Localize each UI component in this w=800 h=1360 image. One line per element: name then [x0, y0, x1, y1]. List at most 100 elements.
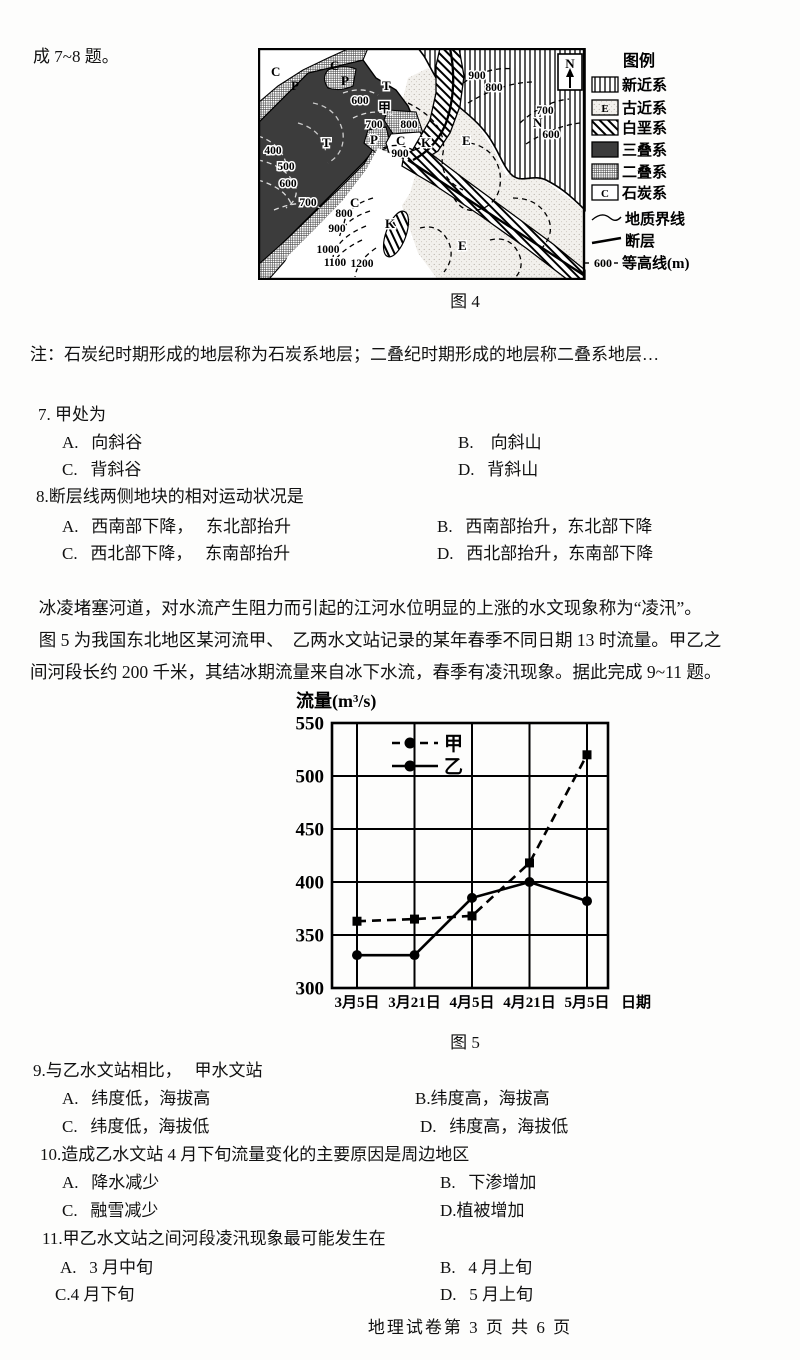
svg-text:乙: 乙 — [444, 757, 463, 778]
map-label-C: C — [330, 58, 339, 73]
option-11D: D. 5 月上旬 — [440, 1285, 534, 1304]
legend-item-geo-boundary: 地质界线 — [591, 210, 685, 228]
fault-lines — [407, 48, 586, 277]
contour-label: 1100 — [324, 257, 347, 269]
question-9-stem: 9.与乙水文站相比， 甲水文站 — [33, 1061, 263, 1080]
contour-label: 400 — [264, 145, 282, 157]
option-8B: B. 西南部抬升，东北部下降 — [437, 517, 653, 536]
svg-text:地质界线: 地质界线 — [625, 210, 685, 228]
chart-series-yi — [352, 877, 592, 961]
map-label-N: N — [533, 115, 543, 130]
map-label-P: P — [291, 78, 299, 93]
contour-label: 1000 — [317, 244, 340, 256]
figure5-caption: 图 5 — [450, 1033, 480, 1052]
svg-text:C: C — [601, 188, 609, 200]
option-11A: A. 3 月中旬 — [60, 1258, 154, 1277]
figure5-chart: 流量(m³/s) 300 350 400 450 500 550 3月5日 3月21日 4月5日 4… — [296, 690, 652, 1011]
option-11B: B. 4 月上旬 — [440, 1258, 533, 1277]
legend-item-permian: 二叠系 — [591, 163, 667, 181]
contour-label: 900 — [391, 148, 409, 160]
question-7-stem: 7. 甲处为 — [38, 405, 106, 424]
contour-label: 800 — [400, 119, 418, 131]
contour-label: 700 — [536, 105, 554, 117]
contour-label: 700 — [365, 119, 383, 131]
chart-gridlines — [332, 723, 608, 988]
option-9B: B.纬度高，海拔高 — [415, 1089, 550, 1108]
map-label-E: E — [458, 238, 467, 253]
legend-item-triassic: 三叠系 — [591, 141, 667, 159]
map-border — [258, 48, 586, 280]
legend-item-neogene: 新近系 — [591, 76, 667, 94]
map-label-K: K — [385, 216, 396, 231]
svg-text:等高线(m): 等高线(m) — [622, 254, 690, 272]
svg-text:450: 450 — [296, 820, 325, 841]
intro-text: 成 7~8 题。 — [33, 47, 119, 66]
svg-text:三叠系: 三叠系 — [622, 141, 667, 159]
map-label-P: P — [370, 132, 378, 147]
map-label-K: K — [421, 135, 432, 150]
question-10-stem: 10.造成乙水文站 4 月下旬流量变化的主要原因是周边地区 — [40, 1145, 470, 1164]
svg-text:550: 550 — [296, 714, 325, 735]
figure4-legend: 图例 新近系 E 古近系 白垩系 三叠系 二叠系 — [585, 51, 690, 272]
contour-label: 900 — [328, 223, 346, 235]
legend-item-cretaceous: 白垩系 — [591, 119, 667, 137]
option-7C: C. 背斜谷 — [62, 460, 142, 479]
option-10D: D.植被增加 — [440, 1201, 525, 1220]
contour-label: 800 — [485, 82, 503, 94]
legend-item-fault: 断层 — [591, 232, 655, 250]
chart-legend: 甲乙 — [392, 734, 463, 778]
svg-text:350: 350 — [296, 926, 325, 947]
contour-label: 600 — [279, 178, 297, 190]
map-label-E: E — [462, 133, 471, 148]
chart-ytick-labels: 300 350 400 450 500 550 — [296, 714, 325, 1000]
legend-item-carboniferous: C 石炭系 — [591, 184, 667, 202]
chart-series-jia — [352, 750, 592, 926]
svg-text:二叠系: 二叠系 — [622, 163, 667, 181]
question-8-stem: 8.断层线两侧地块的相对运动状况是 — [36, 487, 304, 506]
svg-text:N: N — [565, 56, 575, 71]
legend-item-contour: 600 等高线(m) — [585, 254, 690, 272]
svg-text:甲: 甲 — [444, 734, 463, 755]
contour-label: 600 — [542, 129, 560, 141]
contour-label: 1200 — [351, 258, 374, 270]
svg-text:400: 400 — [296, 873, 325, 894]
option-7D: D. 背斜山 — [458, 460, 539, 479]
legend-title: 图例 — [623, 51, 655, 70]
legend-item-paleogene: E 古近系 — [591, 99, 667, 117]
svg-text:300: 300 — [296, 979, 325, 1000]
option-10C: C. 融雪减少 — [62, 1201, 159, 1220]
svg-text:4月5日: 4月5日 — [449, 994, 494, 1011]
svg-text:4月21日: 4月21日 — [503, 994, 556, 1011]
contour-label: 700 — [299, 197, 317, 209]
passage-line1: 冰凌堵塞河道，对水流产生阻力而引起的江河水位明显的上涨的水文现象称为“凌汛”。 — [30, 598, 702, 618]
svg-text:E: E — [601, 103, 608, 115]
option-7A: A. 向斜谷 — [62, 433, 143, 452]
chart-ylabel: 流量(m³/s) — [296, 690, 376, 712]
north-arrow-icon: N — [557, 53, 583, 91]
svg-text:500: 500 — [296, 767, 325, 788]
question-11-stem: 11.甲乙水文站之间河段凌汛现象最可能发生在 — [42, 1229, 386, 1248]
option-9C: C. 纬度低，海拔低 — [62, 1117, 210, 1136]
passage-line3: 间河段长约 200 千米，其结冰期流量来自冰下水流，春季有凌汛现象。据此完成 9… — [30, 662, 722, 682]
map-label-C: C — [271, 64, 280, 79]
map-label-T: T — [382, 78, 391, 93]
option-8A: A. 西南部下降， 东北部抬升 — [62, 517, 292, 536]
chart-plot-border — [330, 721, 610, 990]
figure4-map: C P C P T 甲 T P C K E N C K E 400 500 60… — [258, 48, 690, 280]
svg-text:600: 600 — [594, 256, 612, 270]
map-label-C: C — [396, 133, 405, 148]
option-10B: B. 下渗增加 — [440, 1173, 537, 1192]
option-7B: B. 向斜山 — [458, 433, 542, 452]
contour-lines — [258, 67, 581, 280]
chart-xlabel: 日期 — [621, 993, 651, 1011]
option-8D: D. 西北部抬升，东南部下降 — [437, 544, 654, 563]
option-11C: C.4 月下旬 — [55, 1285, 135, 1304]
contour-label: 600 — [351, 95, 369, 107]
svg-text:3月5日: 3月5日 — [334, 994, 379, 1011]
option-9A: A. 纬度低，海拔高 — [62, 1089, 211, 1108]
svg-text:白垩系: 白垩系 — [622, 119, 667, 137]
page-footer: 地理试卷第 3 页 共 6 页 — [367, 1318, 573, 1337]
svg-text:石炭系: 石炭系 — [621, 184, 667, 202]
option-10A: A. 降水减少 — [62, 1173, 160, 1192]
